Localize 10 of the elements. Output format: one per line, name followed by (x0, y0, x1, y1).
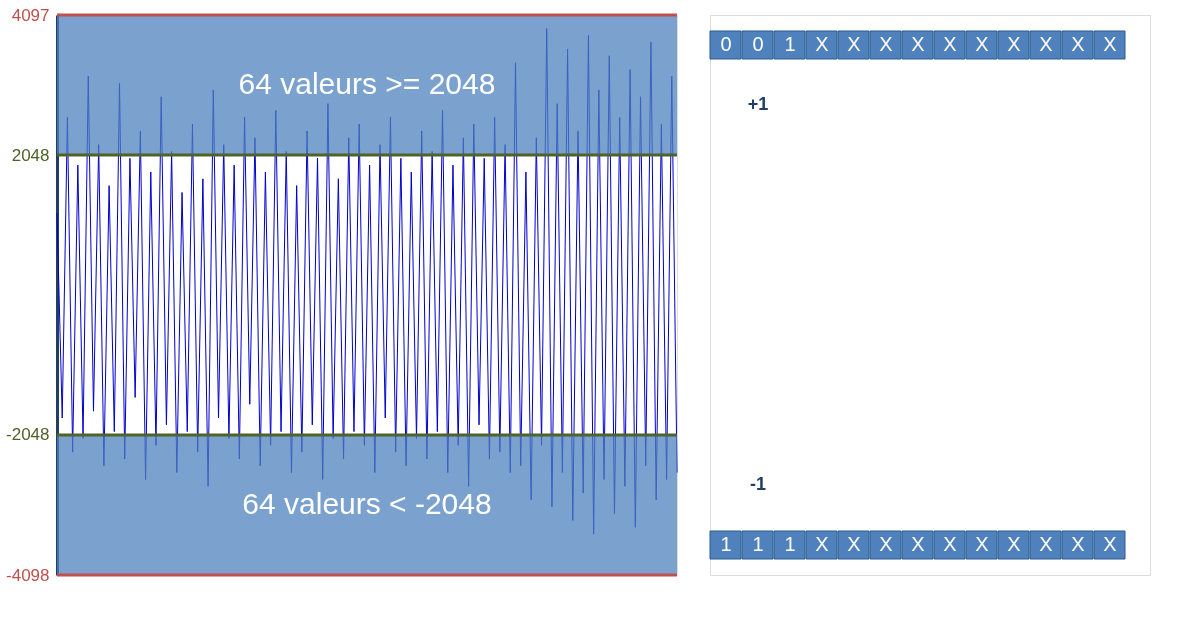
text: 1 1 1 X X X X X X X X X X (720, 533, 1117, 555)
y-tick-label: -4098 (6, 565, 50, 585)
text: 0 0 1 X X X X X X X X X X (720, 33, 1117, 55)
y-tick-label: 2048 (11, 145, 50, 165)
band-label: 64 valeurs >= 2048 (238, 67, 496, 101)
y-tick-label: 4097 (11, 5, 50, 25)
text: -1 (749, 474, 767, 494)
text: +1 (747, 94, 769, 114)
band-label: 64 valeurs < -2048 (242, 486, 492, 520)
y-tick-label: -2048 (6, 425, 50, 445)
